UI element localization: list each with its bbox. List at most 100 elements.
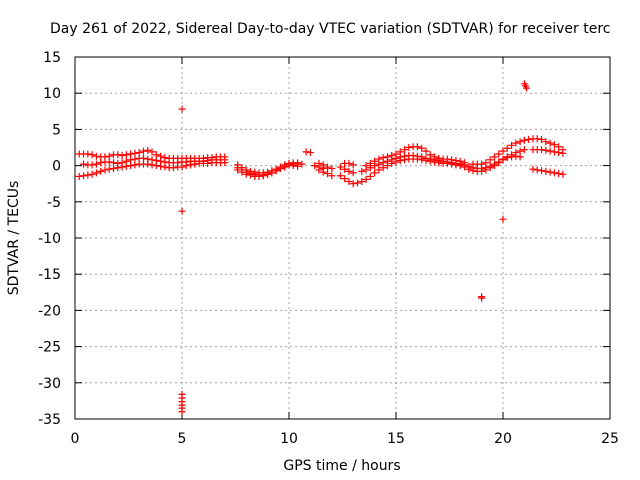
data-point <box>178 408 186 416</box>
series-outliers <box>178 80 531 416</box>
y-tick-labels: 15 10 5 0 -5 -10 -15 -20 -25 -30 -35 <box>38 50 61 428</box>
data-point <box>396 157 404 165</box>
data-point <box>319 168 327 176</box>
x-tick-label: 25 <box>601 431 619 447</box>
data-point <box>422 157 430 165</box>
data-point <box>422 147 430 155</box>
series-lower-band <box>75 152 567 188</box>
data-point <box>495 159 503 167</box>
data-point <box>366 164 374 172</box>
data-point <box>418 144 426 152</box>
data-point <box>559 149 567 157</box>
data-point <box>499 147 507 155</box>
data-point <box>92 152 100 160</box>
data-point <box>392 158 400 166</box>
y-tick-label: -30 <box>38 376 61 392</box>
y-tick-label: 0 <box>52 159 61 175</box>
data-point <box>75 172 83 180</box>
data-point <box>418 156 426 164</box>
data-point <box>358 167 366 175</box>
data-point <box>84 171 92 179</box>
data-point <box>302 148 310 156</box>
y-tick-label: -15 <box>38 267 61 283</box>
data-point <box>358 178 366 186</box>
y-tick-label: -20 <box>38 303 61 319</box>
data-point <box>379 164 387 172</box>
data-point <box>456 162 464 170</box>
x-tick-labels: 0 5 10 15 20 25 <box>71 431 619 447</box>
data-point <box>349 180 357 188</box>
data-point <box>105 158 113 166</box>
data-point <box>550 141 558 149</box>
data-point <box>555 170 563 178</box>
data-point <box>122 162 130 170</box>
data-point <box>114 151 122 159</box>
data-point <box>221 159 229 167</box>
data-point <box>405 144 413 151</box>
data-point <box>486 156 494 164</box>
data-point <box>512 139 520 147</box>
data-point <box>353 179 361 187</box>
data-point <box>362 166 370 174</box>
data-point <box>520 136 528 144</box>
y-axis-label: SDTVAR / TECUs <box>6 181 22 296</box>
data-point <box>508 141 516 149</box>
data-point <box>435 159 443 167</box>
data-points <box>75 80 567 416</box>
data-point <box>486 164 494 172</box>
data-point <box>298 160 306 168</box>
data-point <box>482 166 490 174</box>
x-axis-label: GPS time / hours <box>283 458 400 474</box>
data-point <box>311 162 319 170</box>
data-point <box>80 160 88 168</box>
data-point <box>191 160 199 168</box>
data-point <box>525 136 533 144</box>
data-point <box>349 161 357 169</box>
data-point <box>88 170 96 178</box>
data-point <box>118 163 126 171</box>
data-point <box>550 148 558 156</box>
y-tick-label: -10 <box>38 231 61 247</box>
data-point <box>550 169 558 177</box>
data-point <box>371 169 379 177</box>
data-point <box>148 148 156 156</box>
y-tick-label: -5 <box>47 195 61 211</box>
data-point <box>465 165 473 173</box>
data-point <box>336 163 344 171</box>
data-point <box>499 156 507 164</box>
data-point <box>178 163 186 171</box>
data-point <box>345 167 353 175</box>
data-point <box>523 84 531 92</box>
data-point <box>127 162 135 170</box>
data-point <box>533 166 541 174</box>
data-point <box>276 164 284 172</box>
data-point <box>401 146 409 154</box>
data-point <box>289 162 297 170</box>
data-point <box>204 159 212 167</box>
data-point <box>285 161 293 169</box>
data-point <box>542 146 550 154</box>
data-point <box>542 167 550 175</box>
data-point <box>413 143 421 151</box>
data-point <box>97 159 105 167</box>
data-point <box>324 170 332 178</box>
data-point <box>122 151 130 159</box>
data-point <box>555 149 563 157</box>
data-point <box>349 169 357 177</box>
data-point <box>264 170 272 178</box>
data-point <box>469 167 477 175</box>
data-point <box>242 170 250 178</box>
data-point <box>161 163 169 171</box>
data-point <box>131 161 139 169</box>
data-point <box>169 164 177 172</box>
data-point <box>118 151 126 159</box>
data-point <box>388 159 396 167</box>
data-point <box>234 166 242 174</box>
data-point <box>478 294 486 302</box>
data-point <box>542 138 550 146</box>
data-point <box>538 136 546 144</box>
data-point <box>92 169 100 177</box>
data-point <box>490 153 498 161</box>
data-point <box>255 172 263 180</box>
